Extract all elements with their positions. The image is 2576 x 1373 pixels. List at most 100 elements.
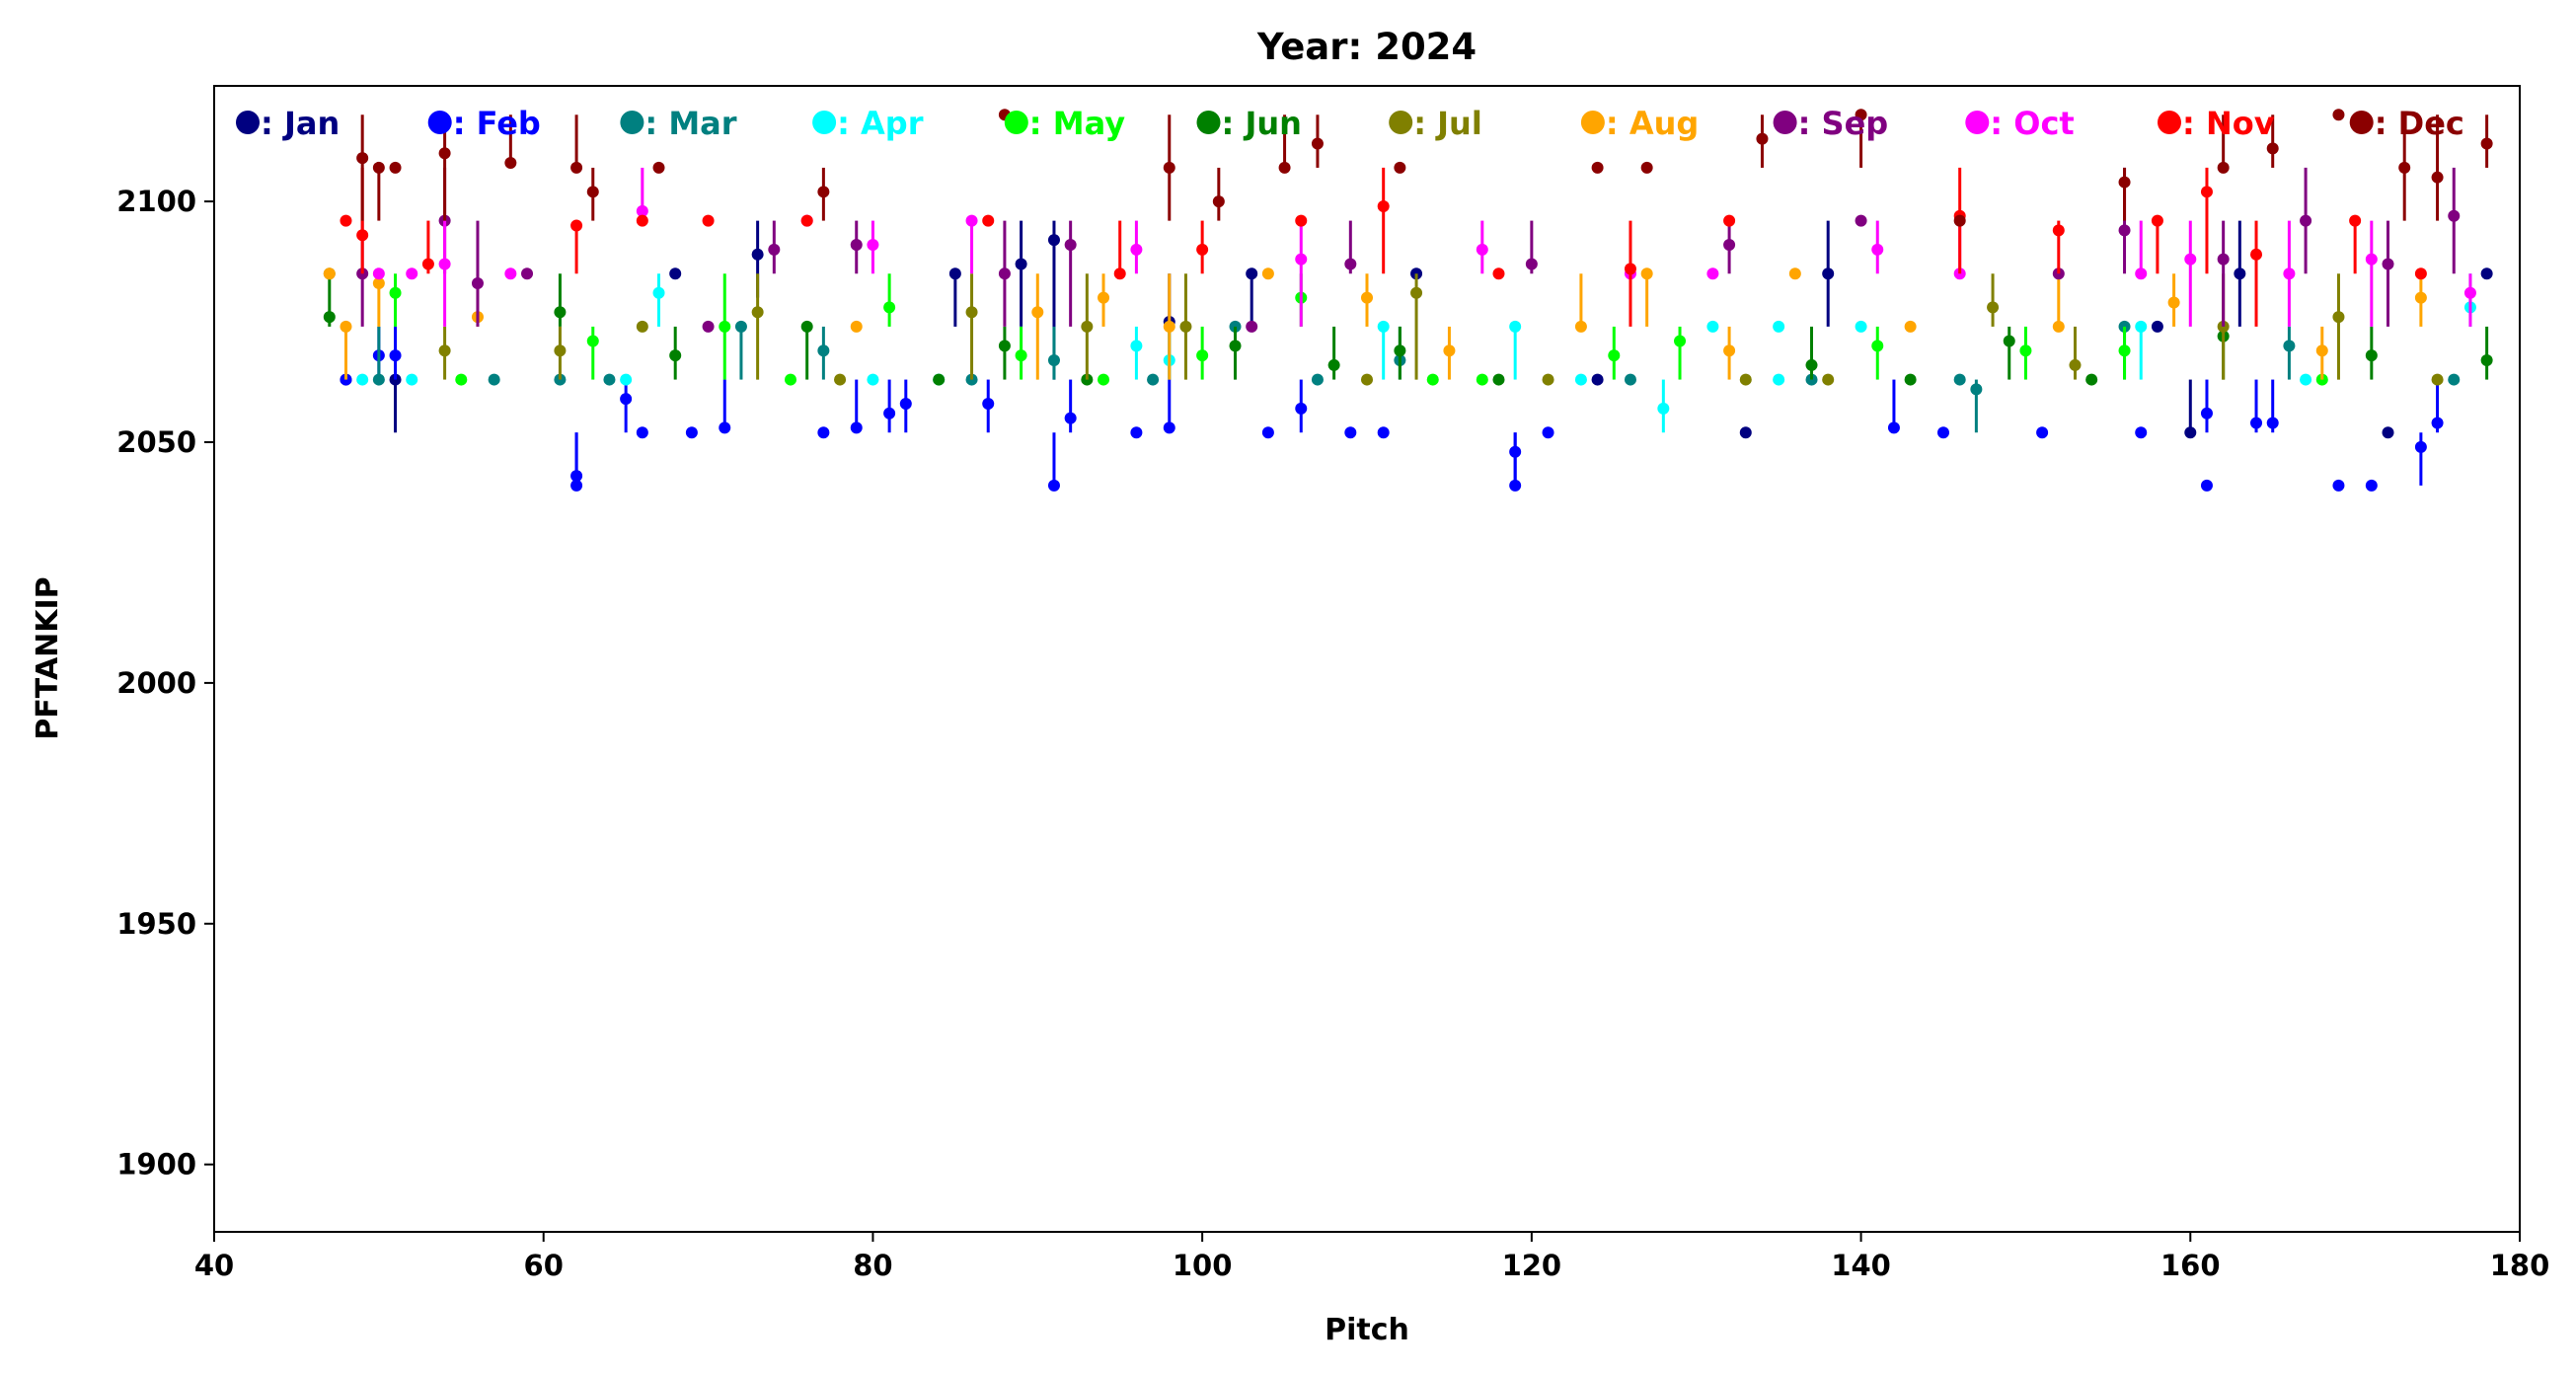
data-point xyxy=(1064,238,1077,251)
data-point xyxy=(998,340,1011,352)
data-point xyxy=(1640,161,1653,174)
x-tick-label: 180 xyxy=(2490,1249,2550,1282)
data-point xyxy=(1344,426,1357,439)
data-point xyxy=(406,373,418,386)
data-point xyxy=(2266,417,2279,429)
data-point xyxy=(554,306,567,319)
data-point xyxy=(1904,373,1917,386)
legend-label: : Feb xyxy=(453,105,541,142)
data-point xyxy=(603,373,616,386)
data-point xyxy=(620,393,633,406)
data-point xyxy=(883,407,896,420)
legend-marker xyxy=(1196,111,1221,134)
data-point xyxy=(1098,373,1110,386)
data-point xyxy=(372,161,385,174)
legend-marker xyxy=(1004,111,1028,134)
data-point xyxy=(2052,224,2065,237)
data-point xyxy=(2250,248,2263,261)
data-point xyxy=(1509,445,1522,458)
legend-item: : Feb xyxy=(427,105,541,142)
data-point xyxy=(2135,320,2148,333)
data-point xyxy=(2448,373,2461,386)
data-point xyxy=(2382,426,2394,439)
x-axis-label: Pitch xyxy=(1325,1313,1409,1347)
legend-item: : Sep xyxy=(1773,105,1888,142)
data-point xyxy=(2135,426,2148,439)
data-point xyxy=(1196,243,1209,256)
data-point xyxy=(471,277,484,290)
data-point xyxy=(2332,479,2345,492)
data-point xyxy=(2414,267,2427,280)
data-point xyxy=(883,301,896,314)
data-point xyxy=(521,267,534,280)
data-point xyxy=(2480,354,2493,367)
data-point xyxy=(1130,340,1143,352)
data-point xyxy=(1113,267,1126,280)
data-point xyxy=(1311,137,1324,150)
data-point xyxy=(2414,291,2427,304)
data-point xyxy=(1047,479,1060,492)
data-point xyxy=(998,267,1011,280)
data-point xyxy=(1937,426,1949,439)
data-point xyxy=(2266,142,2279,155)
data-point xyxy=(504,157,517,170)
data-point xyxy=(1805,358,1818,371)
data-point xyxy=(2382,258,2394,270)
legend-label: : Apr xyxy=(837,105,924,142)
data-point xyxy=(1887,421,1900,434)
data-point xyxy=(2217,253,2230,266)
data-point xyxy=(1147,373,1160,386)
data-point xyxy=(1163,421,1175,434)
data-point xyxy=(2283,340,2296,352)
data-point xyxy=(1261,267,1274,280)
data-point xyxy=(734,320,747,333)
data-point xyxy=(1509,320,1522,333)
data-point xyxy=(1361,373,1373,386)
data-point xyxy=(586,186,599,198)
data-point xyxy=(2036,426,2049,439)
data-point xyxy=(2463,286,2476,299)
data-point xyxy=(1723,344,1736,357)
data-point xyxy=(1953,214,1966,227)
data-point xyxy=(2135,267,2148,280)
y-axis: 1900 1950 2000 2050 2100 xyxy=(116,185,214,1182)
data-point xyxy=(1970,383,1983,396)
data-point xyxy=(2332,109,2345,121)
data-point xyxy=(570,470,583,483)
data-point xyxy=(438,147,451,160)
data-point xyxy=(1674,335,1687,347)
data-point xyxy=(2019,344,2032,357)
data-point xyxy=(1394,161,1406,174)
data-point xyxy=(406,267,418,280)
data-point xyxy=(1361,291,1373,304)
data-point xyxy=(372,267,385,280)
x-axis: 40 60 80 100 120 140 160 180 xyxy=(194,1232,2549,1282)
legend-label: : Dec xyxy=(2375,105,2464,142)
data-point xyxy=(1130,426,1143,439)
legend-label: : Mar xyxy=(644,105,736,142)
data-point xyxy=(1426,373,1439,386)
data-point xyxy=(2480,137,2493,150)
data-point xyxy=(340,214,352,227)
y-tick-label: 1950 xyxy=(116,907,196,941)
data-point xyxy=(1574,320,1587,333)
data-point xyxy=(834,373,847,386)
data-point xyxy=(421,258,434,270)
legend-marker xyxy=(427,111,452,134)
data-point xyxy=(965,306,978,319)
legend-label: : May xyxy=(1029,105,1125,142)
data-point xyxy=(1229,340,1242,352)
data-point xyxy=(1064,412,1077,424)
data-point xyxy=(1773,320,1785,333)
data-point xyxy=(669,267,682,280)
data-point xyxy=(356,152,369,165)
data-point xyxy=(1591,373,1604,386)
legend-item: : Mar xyxy=(620,105,737,142)
data-point xyxy=(2300,373,2312,386)
data-point xyxy=(2365,253,2378,266)
data-point xyxy=(751,306,764,319)
data-point xyxy=(948,267,961,280)
data-point xyxy=(2349,214,2362,227)
legend-item: : Apr xyxy=(812,105,924,142)
